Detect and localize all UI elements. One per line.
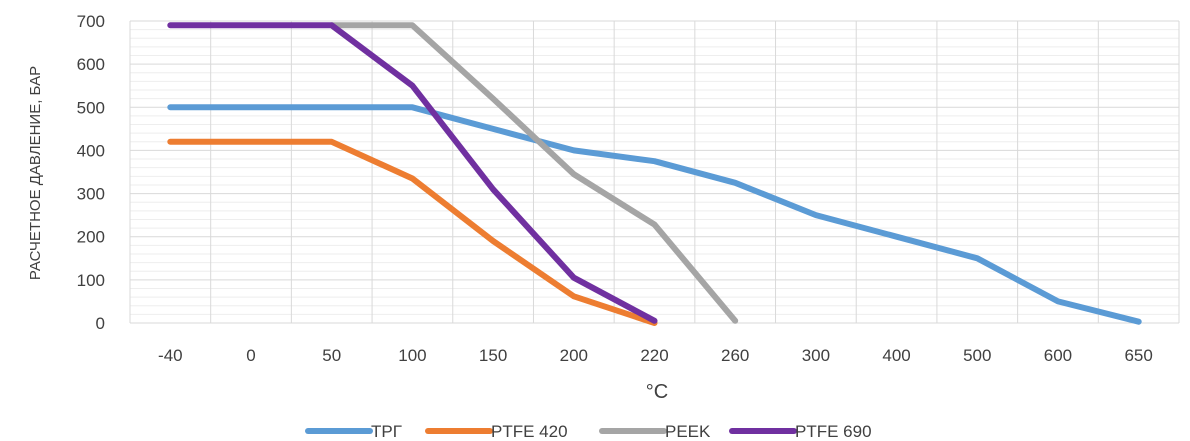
x-tick-label: 150 xyxy=(479,346,507,365)
y-tick-label: 100 xyxy=(77,271,105,290)
x-tick-label: 400 xyxy=(882,346,910,365)
legend-label: PEEK xyxy=(665,422,711,441)
series-lines xyxy=(167,22,1142,326)
legend-label: ТРГ xyxy=(371,422,402,441)
legend: ТРГ PTFE 420 PEEK PTFE 690 xyxy=(305,422,872,441)
series-line-трг xyxy=(167,104,1142,325)
x-tick-label: 100 xyxy=(398,346,426,365)
series-line-ptfe-690 xyxy=(167,22,658,324)
x-tick-label: 260 xyxy=(721,346,749,365)
x-tick-label: 200 xyxy=(560,346,588,365)
y-tick-label: 700 xyxy=(77,12,105,31)
x-tick-label: -40 xyxy=(158,346,183,365)
y-tick-label: 500 xyxy=(77,98,105,117)
x-tick-label: 300 xyxy=(802,346,830,365)
y-axis-ticks: 0 100 200 300 400 500 600 700 xyxy=(77,12,105,333)
x-tick-label: 600 xyxy=(1044,346,1072,365)
x-tick-label: 0 xyxy=(246,346,255,365)
series-line-peek xyxy=(328,22,739,324)
x-axis-ticks: -40 0 50 100 150 200 220 260 300 400 500 600 650 xyxy=(158,346,1153,365)
y-tick-label: 300 xyxy=(77,185,105,204)
legend-label: PTFE 420 xyxy=(491,422,568,441)
series-line-ptfe-420 xyxy=(167,138,658,326)
y-tick-label: 600 xyxy=(77,55,105,74)
legend-label: PTFE 690 xyxy=(795,422,872,441)
gridlines xyxy=(129,20,1180,324)
x-tick-label: 50 xyxy=(322,346,341,365)
y-tick-label: 0 xyxy=(96,314,105,333)
y-tick-label: 200 xyxy=(77,228,105,247)
y-tick-label: 400 xyxy=(77,141,105,160)
y-axis-title: РАСЧЕТНОЕ ДАВЛЕНИЕ, БАР xyxy=(27,66,44,280)
x-tick-label: 500 xyxy=(963,346,991,365)
x-tick-label: 220 xyxy=(640,346,668,365)
x-tick-label: 650 xyxy=(1124,346,1152,365)
x-axis-title: °C xyxy=(646,381,668,403)
